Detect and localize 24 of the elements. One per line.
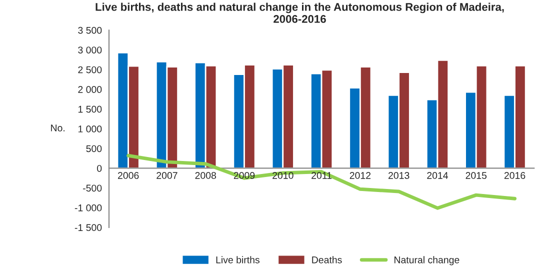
y-tick-label: 3 000 xyxy=(78,46,102,54)
y-tick-label: -500 xyxy=(83,184,102,192)
x-tick-label: 2006 xyxy=(118,172,139,179)
y-tick-label: 2 000 xyxy=(78,86,102,93)
x-tick-label: 2016 xyxy=(504,172,526,179)
y-tick-label: -1 000 xyxy=(74,204,102,212)
chart-title: Live births, deaths and natural change in the Autonomous Region of Madeira, 2006-2016 xyxy=(96,2,504,23)
y-tick-label: 500 xyxy=(86,145,102,152)
x-tick-label: 2008 xyxy=(195,172,216,179)
y-tick-label: 1 500 xyxy=(78,106,102,113)
x-tick-label: 2007 xyxy=(156,172,178,179)
y-tick-label: -1 500 xyxy=(74,224,102,232)
legend-label: Deaths xyxy=(312,256,342,264)
y-axis-title: No. xyxy=(51,124,64,132)
y-tick-label: 0 xyxy=(97,164,102,172)
x-tick-label: 2014 xyxy=(427,172,448,179)
x-tick-label: 2012 xyxy=(350,172,371,179)
y-tick-label: 2 500 xyxy=(78,66,102,74)
y-tick-label: 1 000 xyxy=(78,126,102,132)
legend-label: Live births xyxy=(216,256,260,264)
x-tick-label: 2013 xyxy=(388,172,410,179)
legend-label: Natural change xyxy=(394,256,460,266)
x-tick-label: 2015 xyxy=(466,172,487,179)
y-tick-label: 3 500 xyxy=(78,26,102,34)
